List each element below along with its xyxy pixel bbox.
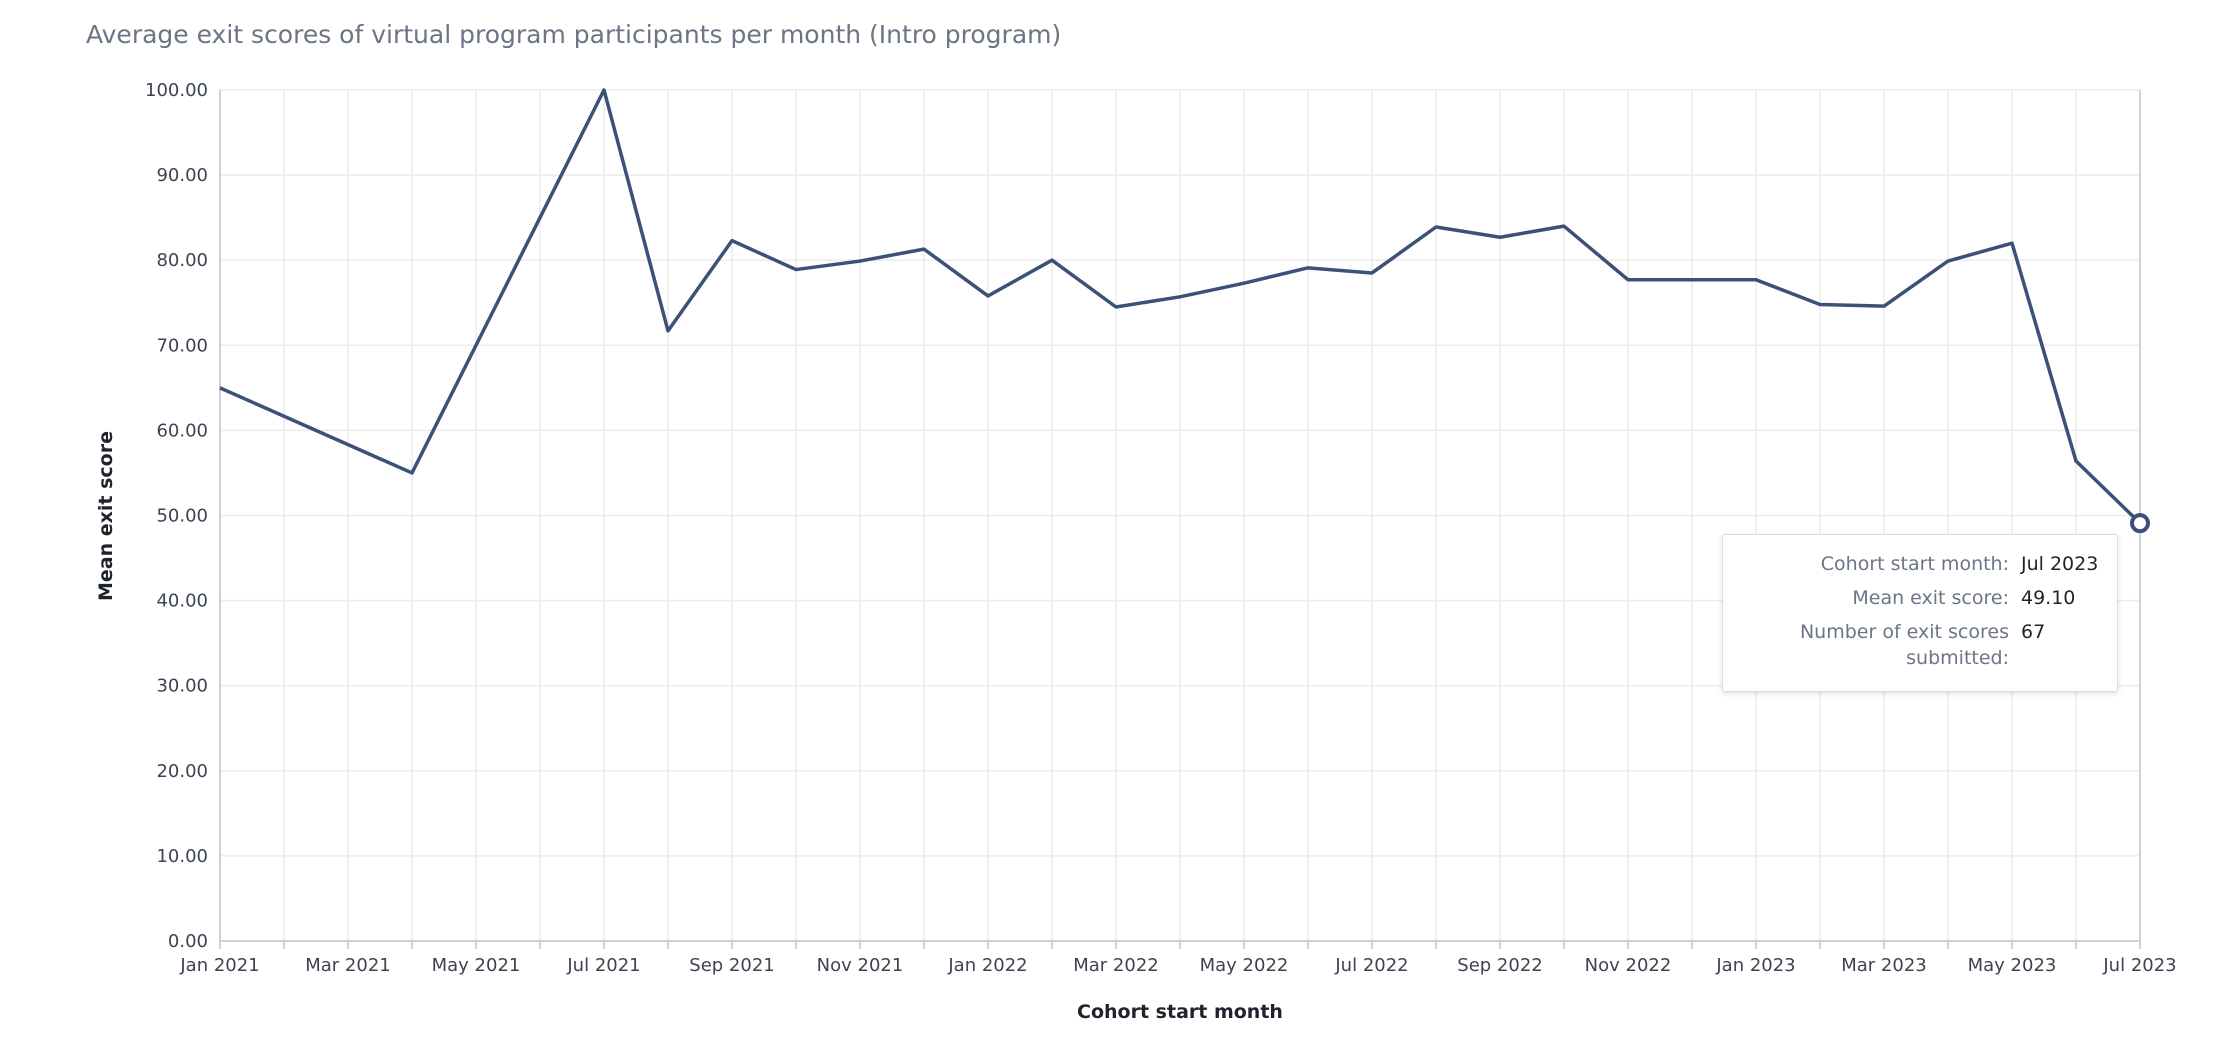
data-point[interactable] (1624, 276, 1632, 284)
data-point[interactable] (1304, 264, 1312, 272)
data-point[interactable] (1560, 222, 1568, 230)
tooltip-value: 49.10 (2021, 587, 2076, 609)
data-point[interactable] (1816, 300, 1824, 308)
x-axis: Jan 2021 Mar 2021 May 2021 Jul 2021 Sep 2021… (179, 941, 2177, 976)
series-group[interactable] (216, 86, 2150, 534)
y-tick-label: 100.00 (145, 80, 208, 101)
x-tick-label: Jul 2022 (1334, 955, 1408, 976)
x-tick-label: Sep 2021 (689, 955, 774, 976)
x-tick-label: Jan 2023 (1715, 955, 1795, 976)
data-point[interactable] (1944, 257, 1952, 265)
y-axis-title: Mean exit score (95, 431, 117, 601)
x-tick-label: Mar 2023 (1841, 955, 1927, 976)
data-point[interactable] (728, 237, 736, 245)
tooltip-label: Cohort start month: (1820, 553, 2009, 575)
y-tick-label: 10.00 (156, 846, 208, 867)
data-tooltip: Cohort start month: Jul 2023 Mean exit s… (1722, 534, 2118, 692)
x-tick-label: Sep 2022 (1457, 955, 1542, 976)
x-tick-label: Mar 2021 (305, 955, 391, 976)
x-tick-label: Nov 2022 (1585, 955, 1672, 976)
data-point[interactable] (792, 266, 800, 274)
chart-title: Average exit scores of virtual program p… (86, 20, 1062, 49)
data-point[interactable] (1176, 293, 1184, 301)
data-point[interactable] (1240, 279, 1248, 287)
data-point[interactable] (408, 469, 416, 477)
data-point[interactable] (2008, 239, 2016, 247)
x-tick-label: Jan 2022 (947, 955, 1027, 976)
data-point[interactable] (1432, 223, 1440, 231)
y-axis: 0.00 10.00 20.00 30.00 40.00 50.00 60.00 70.00 8… (145, 80, 208, 952)
tooltip-label: Mean exit score: (1852, 587, 2009, 609)
data-point[interactable] (600, 86, 608, 94)
y-tick-label: 0.00 (168, 931, 208, 952)
grid-lines (219, 89, 2141, 942)
hovered-point[interactable] (2130, 513, 2150, 534)
data-point[interactable] (216, 384, 224, 392)
x-tick-label: Jul 2023 (2102, 955, 2176, 976)
y-tick-label: 70.00 (156, 335, 208, 356)
series-line[interactable] (219, 88, 2142, 525)
data-point[interactable] (664, 327, 672, 335)
y-tick-label: 60.00 (156, 420, 208, 441)
data-point[interactable] (856, 257, 864, 265)
data-point[interactable] (1752, 276, 1760, 284)
x-tick-label: Jan 2021 (179, 955, 259, 976)
x-tick-label: Mar 2022 (1073, 955, 1159, 976)
y-tick-label: 20.00 (156, 761, 208, 782)
data-point[interactable] (920, 245, 928, 253)
data-point[interactable] (1048, 256, 1056, 264)
data-point[interactable] (984, 292, 992, 300)
tooltip-value: Jul 2023 (2021, 553, 2099, 575)
tooltip-label: submitted: (1906, 647, 2009, 669)
x-tick-label: Nov 2021 (817, 955, 904, 976)
data-point[interactable] (1688, 276, 1696, 284)
x-axis-title: Cohort start month (1077, 1001, 1283, 1023)
data-point[interactable] (1112, 303, 1120, 311)
x-tick-label: May 2022 (1200, 955, 1289, 976)
x-tick-label: May 2023 (1968, 955, 2057, 976)
y-tick-label: 80.00 (156, 250, 208, 271)
tooltip-value: 67 (2021, 621, 2046, 643)
y-tick-label: 40.00 (156, 591, 208, 612)
y-tick-label: 30.00 (156, 676, 208, 697)
y-tick-label: 90.00 (156, 165, 208, 186)
data-point[interactable] (1880, 302, 1888, 310)
data-point[interactable] (1368, 269, 1376, 277)
x-tick-label: May 2021 (432, 955, 521, 976)
x-tick-label: Jul 2021 (566, 955, 640, 976)
data-point[interactable] (1496, 233, 1504, 241)
data-point[interactable] (2072, 457, 2080, 465)
tooltip-label: Number of exit scores (1799, 621, 2009, 643)
y-tick-label: 50.00 (156, 506, 208, 527)
